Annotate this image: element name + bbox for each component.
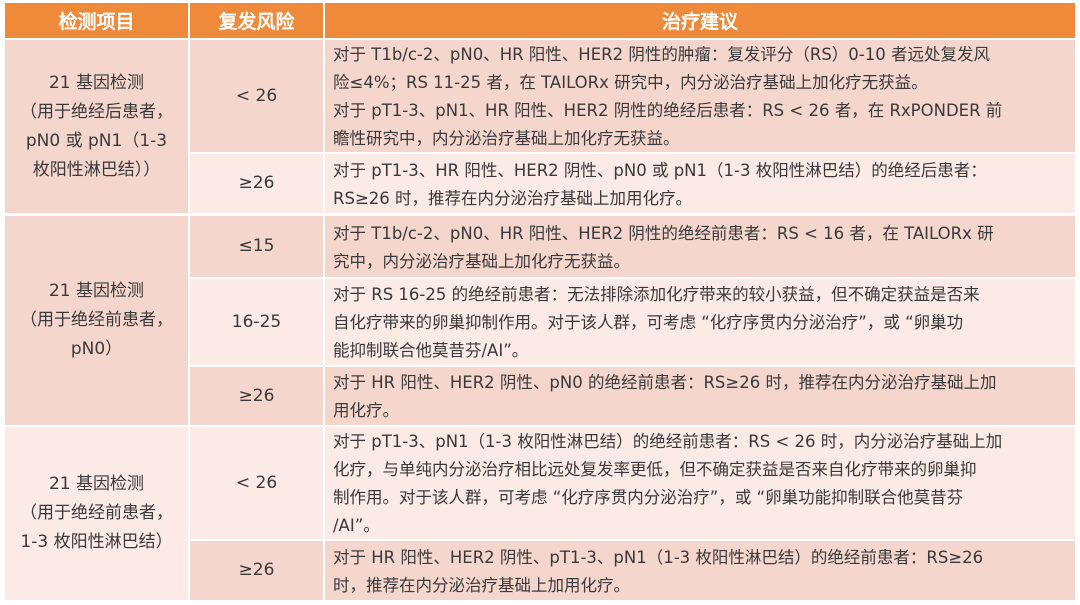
risk-value: ≥26	[238, 560, 275, 580]
test-item-text: （用于绝经后患者，	[20, 101, 173, 122]
test-item-text: （用于绝经前患者，	[20, 503, 173, 523]
test-item-cell: 21 基因检测 （用于绝经前患者， 1-3 枚阳性淋巴结）	[5, 427, 188, 600]
treatment-advice-text: /AI”。	[333, 516, 380, 535]
treatment-advice-text: 用化疗。	[333, 401, 399, 420]
risk-value: 16-25	[231, 311, 282, 332]
treatment-advice-text: 制作用。对于该人群，可考虑 “化疗序贯内分泌治疗”，或 “卵巢功能抑制联合他莫昔…	[333, 488, 964, 507]
risk-cell: < 26	[190, 40, 323, 152]
risk-cell: ≥26	[190, 367, 323, 425]
treatment-advice-cell: 对于 T1b/c-2、pN0、HR 阳性、HER2 阴性的绝经前患者：RS < …	[325, 216, 1075, 277]
treatment-advice-text: RS≥26 时，推荐在内分泌治疗基础上加用化疗。	[333, 188, 693, 208]
test-item-cell: 21 基因检测 （用于绝经后患者， pN0 或 pN1（1-3 枚阳性淋巴结））	[5, 40, 188, 213]
risk-value: < 26	[235, 472, 278, 493]
test-item-text: pN0）	[70, 339, 123, 359]
treatment-advice-text: 自化疗带来的卵巢抑制作用。对于该人群，可考虑 “化疗序贯内分泌治疗”，或 “卵巢…	[333, 313, 964, 332]
treatment-advice-cell: 对于 pT1-3、pN1（1-3 枚阳性淋巴结）的绝经前患者：RS < 26 时…	[325, 427, 1075, 539]
treatment-advice-text: 对于 HR 阳性、HER2 阴性、pT1-3、pN1（1-3 枚阳性淋巴结）的绝…	[333, 547, 984, 567]
risk-value: ≥26	[238, 385, 275, 406]
treatment-advice-cell: 对于 pT1-3、HR 阳性、HER2 阴性、pN0 或 pN1（1-3 枚阳性…	[325, 154, 1075, 213]
risk-cell: ≥26	[190, 154, 323, 213]
test-item-text: 21 基因检测	[48, 474, 145, 494]
risk-value: ≥26	[238, 173, 275, 193]
risk-cell: ≤15	[190, 216, 323, 277]
treatment-advice-text: 对于 RS 16-25 的绝经前患者：无法排除添加化疗带来的较小获益，但不确定获…	[333, 285, 980, 304]
test-item-text: 1-3 枚阳性淋巴结）	[20, 532, 173, 552]
test-item-text: 21 基因检测	[48, 72, 145, 93]
risk-cell: < 26	[190, 427, 323, 539]
header-recurrence-risk: 复发风险	[190, 3, 323, 38]
risk-cell: 16-25	[190, 279, 323, 365]
risk-value: ≤15	[238, 236, 275, 256]
treatment-advice-text: 对于 pT1-3、pN1、HR 阳性、HER2 阴性的绝经后患者：RS < 26…	[333, 101, 1003, 120]
treatment-advice-text: 对于 HR 阳性、HER2 阴性、pN0 的绝经前患者：RS≥26 时，推荐在内…	[333, 373, 997, 392]
treatment-advice-text: 险≤4%；RS 11-25 者，在 TAILORx 研究中，内分泌治疗基础上加化…	[333, 73, 928, 92]
test-item-text: 21 基因检测	[48, 281, 145, 301]
risk-cell: ≥26	[190, 541, 323, 600]
test-item-text: （用于绝经前患者，	[20, 310, 173, 330]
treatment-advice-cell: 对于 HR 阳性、HER2 阴性、pN0 的绝经前患者：RS≥26 时，推荐在内…	[325, 367, 1075, 425]
treatment-advice-text: 对于 T1b/c-2、pN0、HR 阳性、HER2 阴性的绝经前患者：RS < …	[333, 223, 994, 243]
test-item-text: pN0 或 pN1（1-3	[25, 130, 168, 151]
treatment-advice-cell: 对于 RS 16-25 的绝经前患者：无法排除添加化疗带来的较小获益，但不确定获…	[325, 279, 1075, 365]
header-treatment-advice: 治疗建议	[325, 3, 1075, 38]
treatment-advice-text: 对于 T1b/c-2、pN0、HR 阳性、HER2 阴性的肿瘤：复发评分（RS）…	[333, 45, 990, 64]
treatment-advice-text: 时，推荐在内分泌治疗基础上加用化疗。	[333, 575, 630, 595]
treatment-advice-text: 化疗，与单纯内分泌治疗相比远处复发率更低，但不确定获益是否来自化疗带来的卵巢抑	[333, 460, 977, 479]
treatment-advice-cell: 对于 T1b/c-2、pN0、HR 阳性、HER2 阴性的肿瘤：复发评分（RS）…	[325, 40, 1075, 152]
risk-value: < 26	[235, 85, 278, 106]
test-item-text: 枚阳性淋巴结））	[32, 159, 161, 180]
header-test-item: 检测项目	[5, 3, 188, 38]
treatment-advice-cell: 对于 HR 阳性、HER2 阴性、pT1-3、pN1（1-3 枚阳性淋巴结）的绝…	[325, 541, 1075, 600]
treatment-advice-text: 对于 pT1-3、HR 阳性、HER2 阴性、pN0 或 pN1（1-3 枚阳性…	[333, 160, 987, 180]
treatment-advice-text: 对于 pT1-3、pN1（1-3 枚阳性淋巴结）的绝经前患者：RS < 26 时…	[333, 432, 1003, 451]
treatment-advice-text: 能抑制联合他莫昔芬/AI”。	[333, 341, 529, 360]
test-item-cell: 21 基因检测 （用于绝经前患者， pN0）	[5, 216, 188, 425]
treatment-advice-text: 究中，内分泌治疗基础上加化疗无获益。	[333, 251, 630, 271]
treatment-advice-text: 瞻性研究中，内分泌治疗基础上加化疗无获益。	[333, 129, 680, 148]
